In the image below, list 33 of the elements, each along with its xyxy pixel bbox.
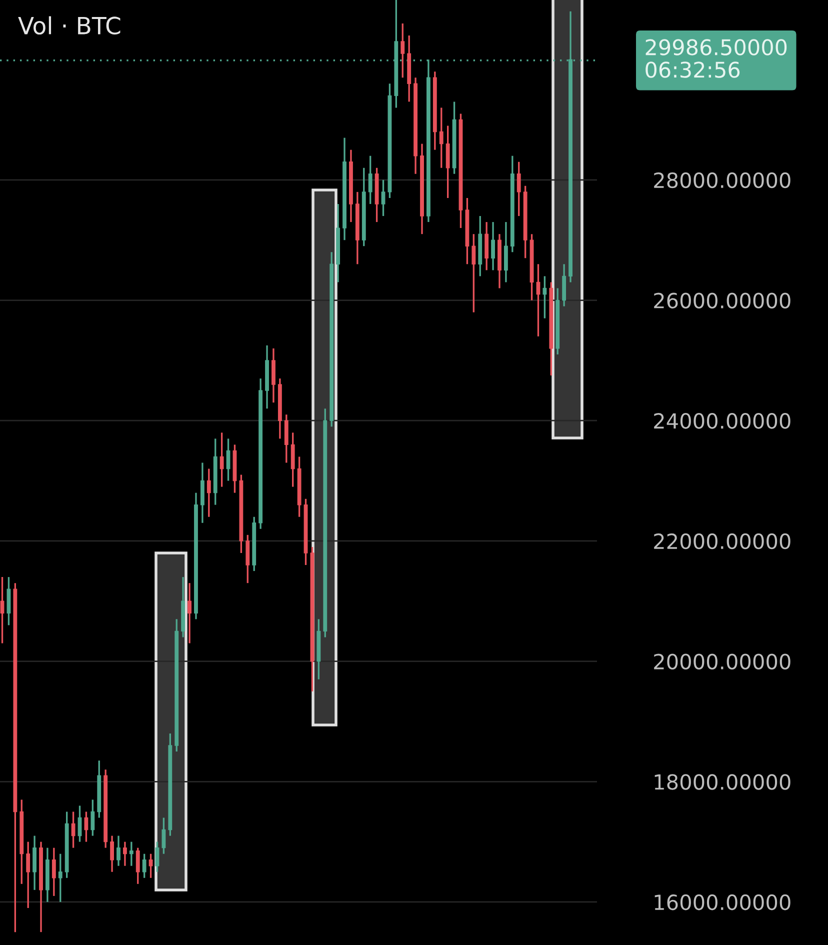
candlestick [472, 233, 476, 314]
y-tick-label: 20000.00000 [654, 654, 790, 670]
candlestick [142, 853, 146, 879]
candlestick [162, 816, 166, 855]
y-tick-label: 18000.00000 [654, 774, 790, 790]
candlestick [26, 840, 30, 909]
candlestick [129, 840, 134, 867]
candlestick [84, 810, 88, 843]
candlestick [220, 432, 224, 488]
candlestick [136, 846, 140, 885]
y-tick-label: 16000.00000 [654, 894, 790, 910]
y-tick-label: 22000.00000 [654, 533, 790, 550]
candlestick [368, 155, 372, 205]
candlestick [90, 798, 95, 837]
candlestick [58, 853, 62, 903]
candlestick [52, 846, 56, 897]
y-tick-label: 28000.00000 [654, 172, 790, 188]
candlestick [71, 810, 76, 849]
candlestick [110, 834, 114, 873]
candlestick [516, 161, 521, 217]
candlestick [116, 834, 120, 867]
candlestick [400, 22, 405, 78]
candlestick [542, 275, 547, 320]
candlestick [122, 840, 127, 867]
text: Vol · BTC [18, 16, 120, 35]
candlestick [381, 179, 386, 217]
candlestick [439, 106, 444, 169]
y-tick-label: 26000.00000 [654, 292, 790, 308]
candlestick [206, 468, 211, 518]
candlestick [491, 221, 495, 272]
y-tick-label: 24000.00000 [654, 413, 790, 429]
ref-line-label: 29986.50000 06:32:56 [646, 39, 787, 78]
candlestick [188, 582, 192, 644]
